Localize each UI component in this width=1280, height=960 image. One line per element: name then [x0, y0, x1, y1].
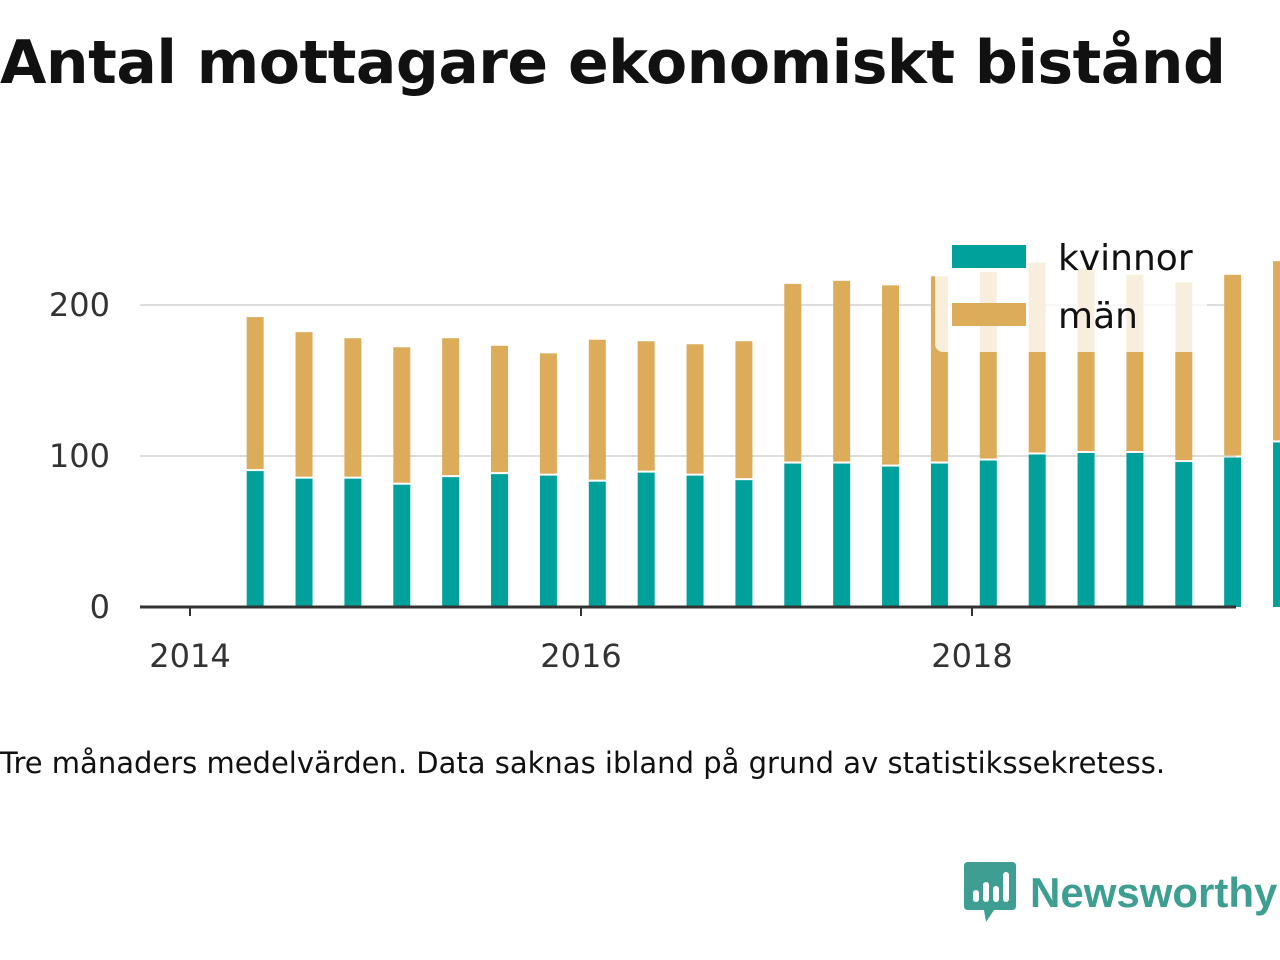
bar-man: [295, 332, 313, 477]
bar-man: [442, 338, 460, 476]
y-tick-label: 0: [90, 588, 110, 626]
bar-kvinnor: [588, 481, 606, 607]
bar-man: [1273, 261, 1280, 441]
x-tick-label: 2014: [149, 637, 230, 675]
bar-kvinnor: [491, 474, 509, 607]
bar-man: [686, 344, 704, 474]
bar-man: [882, 285, 900, 465]
y-tick-label: 100: [49, 437, 110, 475]
brand-logo: Newsworthy: [964, 862, 1277, 924]
bar-man: [833, 280, 851, 462]
y-tick-label: 200: [49, 286, 110, 324]
bar-kvinnor: [1224, 457, 1242, 607]
bar-kvinnor: [1126, 452, 1144, 607]
x-tick-label: 2016: [540, 637, 621, 675]
legend-swatch-man: [952, 303, 1026, 326]
bar-kvinnor: [784, 463, 802, 607]
bar-kvinnor: [1077, 452, 1095, 607]
bar-kvinnor: [637, 472, 655, 607]
bar-kvinnor: [246, 471, 264, 607]
bar-kvinnor: [295, 478, 313, 607]
bar-man: [588, 339, 606, 480]
bar-man: [344, 338, 362, 477]
bar-kvinnor: [686, 475, 704, 607]
bar-man: [539, 353, 557, 474]
bar-kvinnor: [1028, 454, 1046, 607]
bar-kvinnor: [393, 484, 411, 607]
bar-kvinnor: [344, 478, 362, 607]
newsworthy-logo-icon: [964, 862, 1016, 922]
bar-kvinnor: [979, 460, 997, 607]
bar-man: [246, 317, 264, 470]
bar-kvinnor: [1273, 442, 1280, 607]
bar-man: [637, 341, 655, 471]
bars: [246, 261, 1280, 607]
chart-note: Tre månaders medelvärden. Data saknas ib…: [0, 746, 1166, 780]
bar-kvinnor: [1175, 462, 1193, 607]
x-tick-label: 2018: [931, 637, 1012, 675]
bar-man: [735, 341, 753, 479]
bar-kvinnor: [882, 466, 900, 607]
bar-kvinnor: [930, 463, 948, 607]
bar-man: [784, 283, 802, 462]
y-axis-ticks: 0 100 200: [49, 286, 110, 626]
page-title: Antal mottagare ekonomiskt bistånd: [0, 28, 1226, 98]
bar-kvinnor: [539, 475, 557, 607]
bar-man: [393, 347, 411, 483]
brand-name: Newsworthy: [1030, 869, 1278, 916]
legend-label-kvinnor: kvinnor: [1058, 238, 1193, 279]
x-axis-ticks: 201420162018202020222024: [149, 607, 1013, 675]
bar-man: [1224, 274, 1242, 456]
legend: kvinnor män: [935, 222, 1207, 352]
bar-kvinnor: [442, 477, 460, 607]
bar-kvinnor: [833, 463, 851, 607]
legend-label-man: män: [1058, 296, 1138, 337]
legend-swatch-kvinnor: [952, 245, 1026, 268]
bar-man: [491, 345, 509, 473]
bar-kvinnor: [735, 480, 753, 607]
